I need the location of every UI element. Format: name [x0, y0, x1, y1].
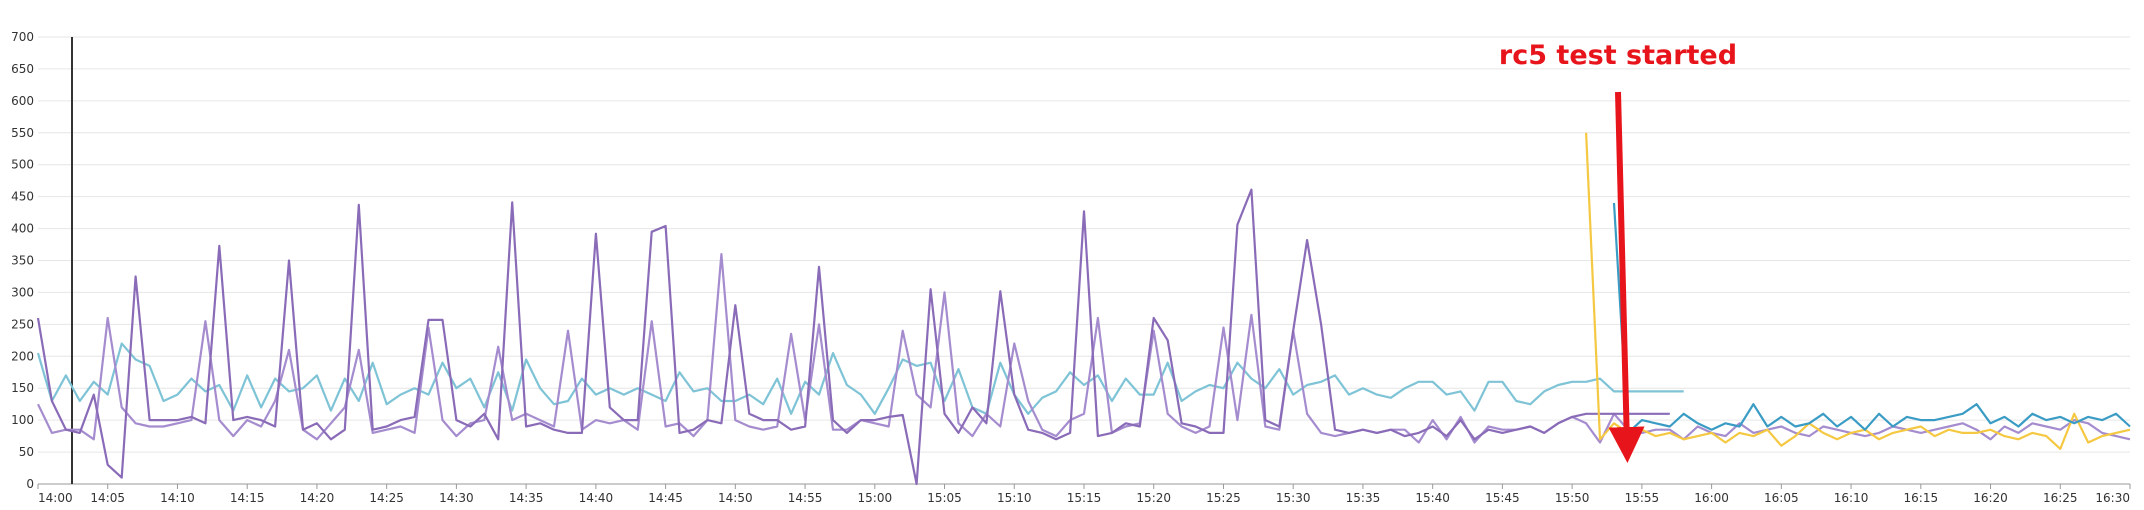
x-tick-label: 16:20	[1973, 491, 2008, 505]
x-tick-label: 15:50	[1555, 491, 1590, 505]
y-tick-label: 200	[11, 349, 34, 363]
y-tick-label: 0	[26, 477, 34, 491]
x-tick-label: 15:00	[858, 491, 893, 505]
x-tick-label: 15:30	[1276, 491, 1311, 505]
x-tick-label: 15:45	[1485, 491, 1520, 505]
y-tick-label: 350	[11, 254, 34, 268]
x-tick-label: 15:05	[927, 491, 962, 505]
y-tick-label: 700	[11, 30, 34, 44]
x-tick-label: 14:00	[38, 491, 73, 505]
series-line	[37, 253, 2131, 444]
x-tick-label: 16:00	[1694, 491, 1729, 505]
x-tick-label: 14:10	[160, 491, 195, 505]
x-tick-label: 14:20	[300, 491, 335, 505]
x-tick-label: 15:55	[1625, 491, 1660, 505]
x-tick-label: 16:30	[2095, 491, 2130, 505]
series-line	[36, 342, 1684, 415]
y-tick-label: 500	[11, 158, 34, 172]
x-tick-label: 16:05	[1764, 491, 1799, 505]
y-tick-label: 650	[11, 62, 34, 76]
x-tick-label: 16:15	[1904, 491, 1939, 505]
x-tick-label: 14:30	[439, 491, 474, 505]
x-tick-label: 14:35	[509, 491, 544, 505]
y-tick-label: 600	[11, 94, 34, 108]
y-tick-label: 100	[11, 413, 34, 427]
annotation: rc5 test started	[1499, 40, 1737, 71]
y-tick-label: 400	[11, 222, 34, 236]
labels: 0 50 100 150 200 250 300 350 400 450 500 550 600 650 7…	[11, 30, 2130, 505]
x-tick-label: 16:25	[2043, 491, 2078, 505]
x-tick-label: 15:20	[1136, 491, 1171, 505]
x-tick-label: 15:25	[1206, 491, 1241, 505]
grid	[37, 36, 2131, 489]
x-tick-label: 15:35	[1346, 491, 1381, 505]
annotation-arrow	[1608, 91, 1645, 463]
y-tick-label: 550	[11, 126, 34, 140]
series-line	[1585, 132, 2131, 450]
x-tick-label: 16:10	[1834, 491, 1869, 505]
x-tick-label: 15:40	[1415, 491, 1450, 505]
x-tick-label: 14:15	[230, 491, 265, 505]
series-line	[1612, 202, 2131, 434]
x-tick-label: 15:15	[1067, 491, 1102, 505]
y-tick-label: 250	[11, 317, 34, 331]
x-tick-label: 14:05	[90, 491, 125, 505]
x-tick-label: 14:25	[369, 491, 404, 505]
x-tick-label: 15:10	[997, 491, 1032, 505]
series-line	[36, 188, 1670, 486]
y-tick-label: 300	[11, 285, 34, 299]
x-tick-label: 14:50	[718, 491, 753, 505]
x-tick-label: 14:55	[788, 491, 823, 505]
x-tick-label: 14:45	[648, 491, 683, 505]
y-tick-label: 50	[19, 445, 34, 459]
y-tick-label: 450	[11, 190, 34, 204]
x-tick-label: 14:40	[579, 491, 614, 505]
y-tick-label: 150	[11, 381, 34, 395]
lines	[36, 132, 2131, 486]
